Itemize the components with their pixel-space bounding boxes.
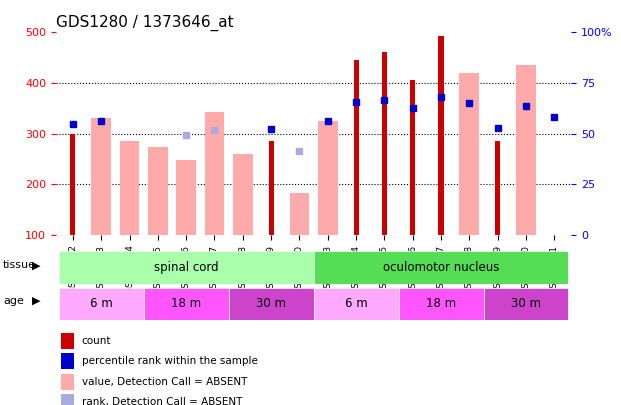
Bar [410, 81, 415, 235]
Bar [233, 154, 253, 235]
Bar [148, 147, 168, 235]
Text: ▶: ▶ [32, 296, 41, 305]
Text: count: count [82, 336, 111, 346]
FancyBboxPatch shape [143, 288, 229, 320]
Bar [460, 73, 479, 235]
Text: age: age [3, 296, 24, 305]
Bar [70, 134, 75, 235]
Text: rank, Detection Call = ABSENT: rank, Detection Call = ABSENT [82, 397, 242, 405]
Text: 18 m: 18 m [171, 297, 201, 310]
Text: spinal cord: spinal cord [154, 261, 219, 274]
Bar [382, 52, 387, 235]
Bar [289, 193, 309, 235]
FancyBboxPatch shape [61, 394, 74, 405]
Bar [268, 141, 274, 235]
Text: ▶: ▶ [32, 260, 41, 270]
FancyBboxPatch shape [61, 353, 74, 369]
FancyBboxPatch shape [229, 288, 314, 320]
Text: oculomotor nucleus: oculomotor nucleus [383, 261, 499, 274]
Bar [353, 60, 359, 235]
FancyBboxPatch shape [61, 374, 74, 390]
Text: value, Detection Call = ABSENT: value, Detection Call = ABSENT [82, 377, 247, 387]
Text: 30 m: 30 m [511, 297, 541, 310]
Text: 6 m: 6 m [90, 297, 112, 310]
Text: 30 m: 30 m [256, 297, 286, 310]
FancyBboxPatch shape [484, 288, 568, 320]
Bar [438, 36, 443, 235]
FancyBboxPatch shape [314, 288, 399, 320]
Bar [204, 112, 224, 235]
Text: 18 m: 18 m [426, 297, 456, 310]
FancyBboxPatch shape [399, 288, 484, 320]
Text: percentile rank within the sample: percentile rank within the sample [82, 356, 258, 366]
Bar [176, 160, 196, 235]
Text: 6 m: 6 m [345, 297, 368, 310]
Bar [516, 65, 536, 235]
FancyBboxPatch shape [314, 251, 568, 284]
Bar [495, 141, 501, 235]
Bar [91, 118, 111, 235]
FancyBboxPatch shape [59, 288, 143, 320]
Bar [120, 141, 140, 235]
FancyBboxPatch shape [59, 251, 314, 284]
Text: tissue: tissue [3, 260, 36, 270]
Bar [318, 121, 338, 235]
FancyBboxPatch shape [61, 333, 74, 349]
Text: GDS1280 / 1373646_at: GDS1280 / 1373646_at [56, 15, 233, 31]
